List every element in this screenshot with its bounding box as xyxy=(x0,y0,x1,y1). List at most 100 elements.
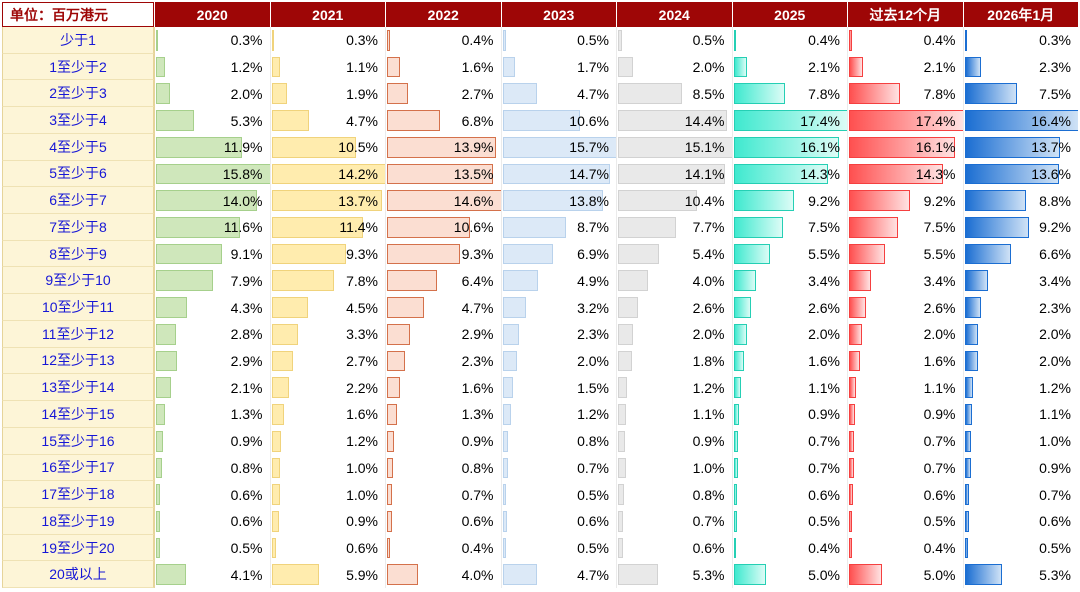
value-text: 0.5% xyxy=(577,486,609,503)
value-text: 2.9% xyxy=(230,352,263,369)
value-text: 1.1% xyxy=(346,59,378,76)
row-label: 18至少于19 xyxy=(2,507,154,535)
value-text: 7.7% xyxy=(692,219,725,236)
value-bar xyxy=(502,404,512,425)
data-cell: 1.5% xyxy=(500,374,616,402)
value-bar xyxy=(733,564,767,586)
value-bar xyxy=(502,163,610,185)
data-cell: 0.5% xyxy=(616,27,732,54)
value-text: 2.7% xyxy=(461,85,494,102)
data-cell: 0.9% xyxy=(847,401,963,428)
value-text: 0.6% xyxy=(1039,513,1071,530)
value-bar xyxy=(849,350,860,372)
value-text: 8.5% xyxy=(692,85,725,102)
value-bar xyxy=(156,83,171,105)
value-bar xyxy=(387,163,493,185)
value-text: 15.8% xyxy=(222,165,263,182)
value-text: 4.5% xyxy=(346,299,378,316)
data-cell: 14.4% xyxy=(616,107,732,134)
value-bar xyxy=(271,510,279,532)
data-cell: 1.0% xyxy=(616,454,732,482)
value-bar xyxy=(733,136,840,158)
value-text: 11.4% xyxy=(339,219,378,236)
data-cell: 0.5% xyxy=(500,534,616,562)
value-text: 2.8% xyxy=(230,326,263,343)
data-cell: 4.3% xyxy=(154,294,270,321)
data-cell: 3.2% xyxy=(500,294,616,321)
value-bar xyxy=(849,110,963,131)
data-cell: 0.5% xyxy=(500,481,616,508)
value-text: 14.6% xyxy=(453,192,494,209)
value-bar xyxy=(618,510,624,532)
value-bar xyxy=(733,457,739,479)
data-cell: 5.5% xyxy=(847,240,963,268)
data-cell: 2.0% xyxy=(500,347,616,375)
value-text: 13.8% xyxy=(569,192,609,209)
column-header: 2025 xyxy=(731,2,847,27)
row-label: 11至少于12 xyxy=(2,320,154,348)
value-text: 0.7% xyxy=(808,433,840,450)
data-cell: 10.5% xyxy=(269,133,385,161)
value-bar xyxy=(156,323,177,345)
row-label: 少于1 xyxy=(2,27,154,54)
value-bar xyxy=(387,430,395,452)
value-text: 17.4% xyxy=(915,112,956,129)
data-cell: 0.6% xyxy=(385,507,501,535)
row-label: 14至少于15 xyxy=(2,401,154,428)
value-bar xyxy=(849,484,853,505)
data-cell: 0.3% xyxy=(154,27,270,54)
data-cell: 15.1% xyxy=(616,133,732,161)
data-cell: 13.6% xyxy=(962,160,1078,188)
value-text: 13.9% xyxy=(453,139,494,156)
value-text: 15.1% xyxy=(684,139,725,156)
value-text: 7.8% xyxy=(923,85,956,102)
data-cell: 4.5% xyxy=(269,294,385,321)
value-text: 3.4% xyxy=(923,272,956,289)
value-bar xyxy=(733,30,737,51)
value-text: 14.4% xyxy=(684,112,725,129)
value-text: 2.1% xyxy=(923,59,956,76)
value-bar xyxy=(387,537,391,559)
value-bar xyxy=(156,510,161,532)
table-row: 12至少于13 2.9% 2.7% 2.3% 2.0% 1.8% 1.6% 1.6% 2.0% xyxy=(2,347,1078,375)
table-row: 2至少于3 2.0% 1.9% 2.7% 4.7% 8.5% 7.8% 7.8% 7.5% xyxy=(2,80,1078,108)
data-cell: 0.6% xyxy=(847,481,963,508)
value-text: 7.5% xyxy=(923,219,956,236)
column-header: 2021 xyxy=(269,2,385,27)
value-text: 1.0% xyxy=(692,459,725,476)
value-text: 1.1% xyxy=(808,379,840,396)
value-bar xyxy=(387,243,460,265)
data-cell: 9.3% xyxy=(385,240,501,268)
row-label: 8至少于9 xyxy=(2,240,154,268)
value-text: 2.0% xyxy=(923,326,956,343)
value-text: 2.3% xyxy=(577,326,609,343)
value-text: 0.7% xyxy=(577,459,609,476)
value-bar xyxy=(618,163,725,185)
value-bar xyxy=(156,430,163,452)
value-bar xyxy=(387,564,419,586)
value-bar xyxy=(156,484,161,505)
data-cell: 13.7% xyxy=(962,133,1078,161)
value-text: 2.1% xyxy=(808,59,840,76)
value-text: 1.1% xyxy=(692,406,725,423)
value-text: 0.9% xyxy=(923,406,956,423)
value-text: 0.8% xyxy=(692,486,725,503)
value-text: 4.7% xyxy=(577,566,609,583)
data-cell: 2.3% xyxy=(500,320,616,348)
value-bar xyxy=(502,564,537,586)
value-bar xyxy=(964,350,979,372)
value-text: 13.5% xyxy=(453,165,494,182)
value-bar xyxy=(618,190,697,212)
value-bar xyxy=(618,537,623,559)
data-cell: 0.9% xyxy=(731,401,847,428)
value-text: 2.0% xyxy=(692,59,725,76)
value-text: 2.0% xyxy=(692,326,725,343)
data-cell: 6.6% xyxy=(962,240,1078,268)
value-bar xyxy=(964,110,1078,131)
value-text: 2.6% xyxy=(808,299,840,316)
value-bar xyxy=(964,404,973,425)
value-bar xyxy=(618,136,732,158)
value-bar xyxy=(387,30,391,51)
value-bar xyxy=(156,110,195,131)
value-text: 2.0% xyxy=(808,326,840,343)
